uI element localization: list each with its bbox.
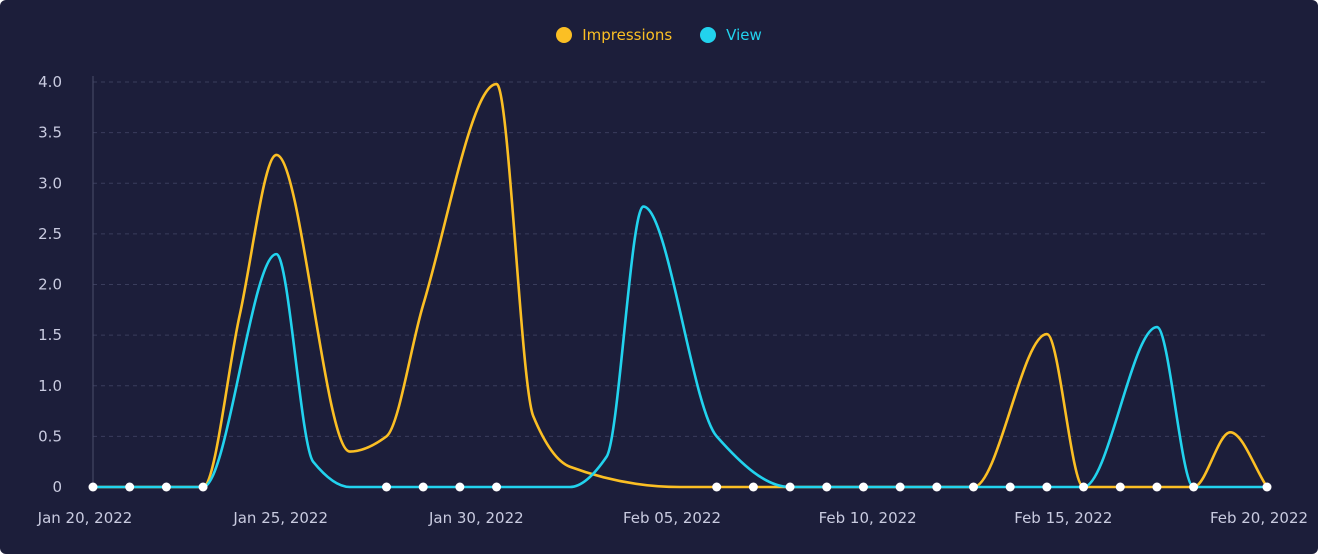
y-tick-label: 3.5 [38, 124, 62, 142]
data-point-marker[interactable] [125, 482, 135, 492]
data-point-marker[interactable] [492, 482, 502, 492]
data-point-marker[interactable] [1262, 482, 1272, 492]
data-point-marker[interactable] [161, 482, 171, 492]
view-dot-icon [700, 27, 717, 43]
legend-item-impressions[interactable]: Impressions [556, 26, 672, 44]
data-point-marker[interactable] [1005, 482, 1015, 492]
legend-label-impressions: Impressions [582, 26, 673, 44]
y-tick-label: 1.5 [38, 326, 62, 344]
x-axis-ticks: Jan 20, 2022 Jan 25, 2022 Jan 30, 2022 Feb … [37, 509, 1308, 527]
x-tick-label: Jan 25, 2022 [232, 509, 328, 527]
x-tick-label: Feb 15, 2022 [1014, 509, 1112, 527]
y-tick-label: 2.5 [38, 225, 62, 243]
x-tick-label: Jan 20, 2022 [37, 509, 133, 527]
data-point-marker[interactable] [748, 482, 758, 492]
data-point-marker[interactable] [1189, 482, 1199, 492]
impressions-dot-icon [556, 27, 573, 43]
legend-label-view: View [726, 26, 762, 44]
y-axis-ticks: 0 0.5 1.0 1.5 2.0 2.5 3.0 3.5 4.0 [38, 73, 62, 496]
y-tick-label: 3.0 [38, 174, 62, 192]
data-point-marker[interactable] [1079, 482, 1089, 492]
y-tick-label: 1.0 [38, 377, 62, 395]
data-point-marker[interactable] [969, 482, 978, 492]
y-tick-label: 0.5 [38, 427, 62, 445]
data-point-marker[interactable] [785, 482, 795, 492]
data-point-marker[interactable] [1152, 482, 1162, 492]
gridlines [92, 76, 1267, 487]
x-tick-label: Feb 20, 2022 [1210, 509, 1308, 527]
data-point-marker[interactable] [1042, 482, 1052, 492]
legend-item-view[interactable]: View [700, 26, 762, 44]
data-point-marker[interactable] [895, 482, 905, 492]
series-line-impressions [91, 82, 1269, 489]
data-point-marker[interactable] [455, 482, 465, 492]
data-point-marker[interactable] [418, 482, 428, 492]
x-tick-label: Feb 10, 2022 [819, 509, 917, 527]
data-point-marker[interactable] [198, 482, 208, 492]
data-point-marker[interactable] [88, 482, 98, 492]
y-tick-label: 0 [52, 478, 62, 496]
data-point-marker[interactable] [712, 482, 722, 492]
y-tick-label: 2.0 [38, 276, 62, 294]
series-lines [91, 82, 1269, 489]
series-line-view [91, 205, 1269, 489]
data-point-marker[interactable] [382, 482, 391, 492]
x-tick-label: Jan 30, 2022 [428, 509, 524, 527]
x-tick-label: Feb 05, 2022 [623, 509, 721, 527]
legend: Impressions View [0, 26, 1318, 44]
data-markers [88, 482, 1272, 492]
data-point-marker[interactable] [932, 482, 942, 492]
data-point-marker[interactable] [1115, 482, 1125, 492]
data-point-marker[interactable] [822, 482, 832, 492]
data-point-marker[interactable] [858, 482, 868, 492]
y-tick-label: 4.0 [38, 73, 62, 91]
